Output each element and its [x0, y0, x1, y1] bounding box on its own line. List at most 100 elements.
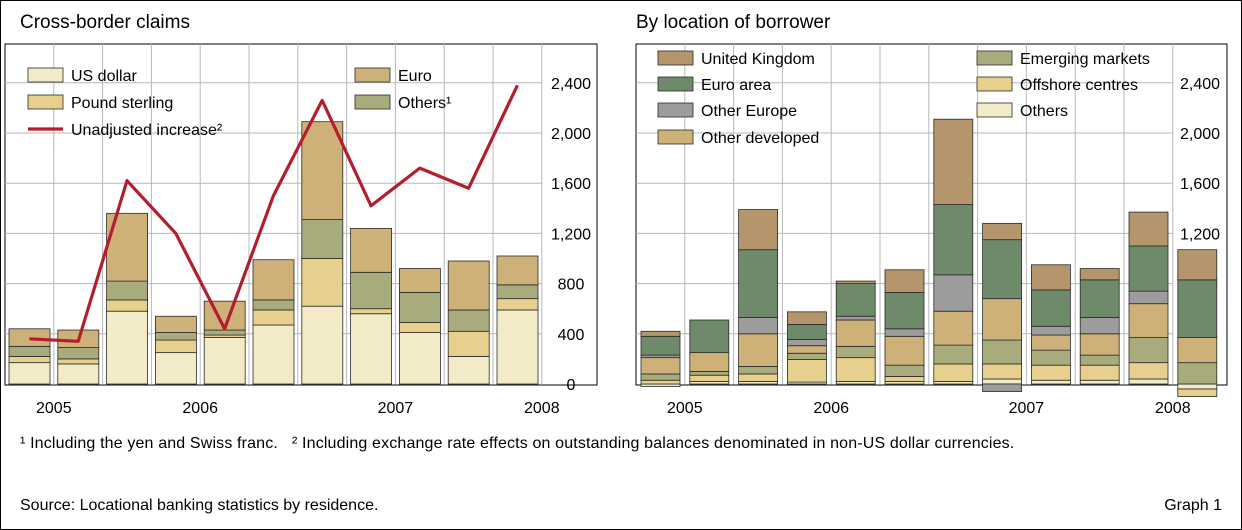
y-tick-label: 2,000 — [1180, 126, 1220, 143]
legend-swatch-others — [976, 102, 1013, 118]
x-year-label: 2005 — [667, 400, 703, 417]
x-year-label: 2008 — [524, 400, 560, 417]
legend-label: US dollar — [71, 68, 137, 85]
plot-area — [635, 43, 1228, 386]
bar-pound-sterling-2007-q1 — [398, 322, 441, 333]
legend-label: United Kingdom — [701, 51, 815, 68]
bar-other-developed-2006-q1 — [835, 319, 876, 347]
bar-others-2006-q3 — [301, 219, 344, 259]
bar-emerging-markets-2007-q3 — [1128, 337, 1169, 364]
bar-others-2007-q1 — [1031, 379, 1071, 385]
bar-united-kingdom-2006-q2 — [884, 269, 925, 293]
bar-other-europe-2005-q3 — [738, 317, 778, 335]
y-tick-label: 400 — [558, 327, 585, 344]
y-tick-label: 0 — [567, 377, 576, 394]
bar-offshore-centres-2006-q4 — [982, 363, 1022, 380]
bar-pound-sterling-2006-q4 — [350, 308, 393, 315]
bar-others-2007-q3 — [496, 284, 539, 300]
bar-others-2007-q4 — [1177, 383, 1218, 390]
y-tick-label: 1,200 — [551, 226, 591, 243]
bar-emerging-markets-2005-q1 — [640, 373, 681, 381]
bar-united-kingdom-2007-q4 — [1177, 249, 1218, 281]
legend-swatch-other-europe — [657, 102, 694, 118]
bar-united-kingdom-2007-q1 — [1031, 264, 1071, 291]
bar-other-europe-2005-q4 — [787, 339, 827, 347]
bar-emerging-markets-2007-q2 — [1079, 354, 1120, 366]
charts-canvas: 0 400 800 1,200 1,600 2,000 2,400 2005 2006 2007 2… — [4, 43, 1228, 417]
bar-offshore-centres-2006-q3 — [933, 363, 974, 382]
bar-us-dollar-2007-q3 — [496, 309, 539, 385]
bar-offshore-centres-2005-q3 — [738, 373, 778, 382]
bar-other-developed-2006-q3 — [933, 310, 974, 346]
bar-us-dollar-2007-q2 — [447, 355, 490, 385]
bar-us-dollar-2007-q1 — [398, 332, 441, 385]
legend-label: Euro — [398, 68, 432, 85]
bar-other-europe-2007-q2 — [1079, 317, 1120, 335]
bar-united-kingdom-2006-q3 — [933, 118, 974, 205]
bar-emerging-markets-2005-q2 — [689, 371, 730, 376]
legend-swatch-euro — [354, 67, 391, 83]
bar-euro-area-2007-q1 — [1031, 289, 1071, 327]
bar-euro-area-2006-q1 — [835, 283, 876, 317]
bar-euro-area-2006-q4 — [982, 239, 1022, 300]
bar-others-2005-q2 — [57, 347, 100, 360]
bar-us-dollar-2005-q1 — [8, 362, 51, 385]
bar-others-2005-q1 — [8, 345, 51, 357]
bar-other-developed-2005-q3 — [738, 333, 778, 367]
bar-euro-area-2005-q3 — [738, 249, 778, 318]
bar-pound-sterling-2005-q2 — [57, 358, 100, 365]
bar-united-kingdom-2005-q3 — [738, 209, 778, 251]
unadjusted-increase-line — [29, 84, 519, 343]
y-tick-label: 1,200 — [1180, 226, 1220, 243]
bar-euro-2005-q3 — [106, 212, 148, 282]
bar-euro-area-2007-q4 — [1177, 279, 1218, 338]
bar-euro-area-2005-q4 — [787, 323, 827, 340]
bar-other-developed-2006-q4 — [982, 298, 1022, 341]
bar-others-2007-q1 — [398, 291, 441, 323]
y-tick-label: 1,600 — [1180, 176, 1220, 193]
legend-label: Emerging markets — [1020, 51, 1150, 68]
bar-other-developed-2005-q4 — [787, 345, 827, 354]
bar-pound-sterling-2007-q3 — [496, 298, 539, 311]
bar-offshore-centres-2007-q2 — [1079, 364, 1120, 381]
bar-other-developed-2005-q2 — [689, 352, 730, 372]
bar-offshore-centres-2005-q4 — [787, 359, 827, 383]
right-chart-title: By location of borrower — [636, 12, 831, 33]
bar-euro-area-2006-q2 — [884, 291, 925, 330]
bar-other-developed-2006-q2 — [884, 335, 925, 366]
legend-swatch-euro-area — [657, 76, 694, 92]
bar-other-europe-2007-q3 — [1128, 290, 1169, 305]
bar-offshore-centres-2005-q2 — [689, 374, 730, 382]
bar-other-europe-2007-q1 — [1031, 325, 1071, 336]
bar-other-europe-2006-q1 — [835, 315, 876, 321]
bar-euro-2006-q3 — [301, 121, 344, 220]
bar-emerging-markets-2006-q2 — [884, 364, 925, 377]
x-year-label: 2005 — [36, 400, 72, 417]
bar-euro-area-2006-q3 — [933, 204, 974, 276]
legend-swatch-united-kingdom — [657, 50, 694, 66]
legend-swatch-offshore-centres — [976, 76, 1013, 92]
bar-euro-2007-q1 — [398, 268, 441, 293]
bar-euro-area-2005-q1 — [640, 335, 681, 356]
footnote-2: ² Including exchange rate effects on out… — [291, 435, 1015, 452]
legend-swatch-us-dollar — [27, 67, 64, 83]
right-chart: 04008001,2001,6002,0002,4002005200620072… — [635, 43, 1228, 417]
bar-emerging-markets-2006-q3 — [933, 344, 974, 365]
bar-other-developed-2007-q3 — [1128, 303, 1169, 338]
bar-others-2006-q4 — [350, 271, 393, 310]
bar-others-2006-q1 — [203, 329, 246, 336]
legend-swatch-emerging-markets — [976, 50, 1013, 66]
bar-us-dollar-2005-q4 — [154, 352, 197, 385]
bar-euro-2006-q2 — [252, 259, 295, 301]
bar-emerging-markets-2007-q4 — [1177, 362, 1218, 385]
legend-swatch-other-developed — [657, 129, 694, 145]
source-note: Source: Locational banking statistics by… — [20, 497, 379, 514]
legend-label: Others — [1020, 103, 1068, 120]
bar-euro-area-2007-q3 — [1128, 245, 1169, 292]
bar-others-2005-q4 — [154, 332, 197, 341]
bar-pound-sterling-2005-q1 — [8, 355, 51, 364]
y-tick-label: 1,600 — [551, 176, 591, 193]
bar-others-2007-q3 — [1128, 378, 1169, 385]
bar-euro-area-2007-q2 — [1079, 279, 1120, 318]
bar-united-kingdom-2007-q2 — [1079, 268, 1120, 281]
